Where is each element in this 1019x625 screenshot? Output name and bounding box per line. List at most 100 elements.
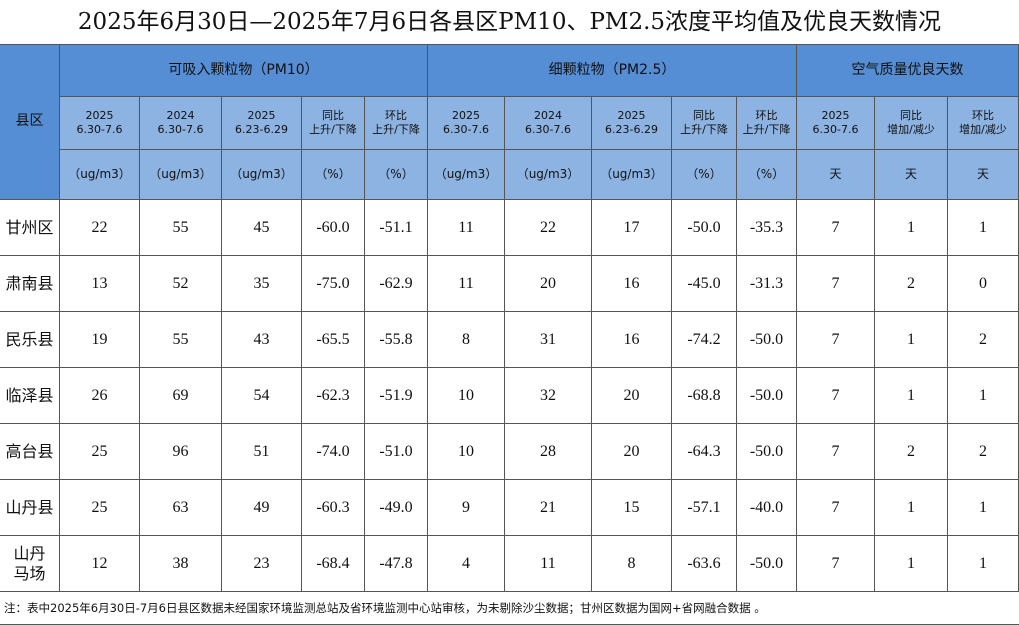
column-header-cell: 2025 6.23-6.29 <box>222 97 302 150</box>
data-value: -57.1 <box>687 498 721 516</box>
data-cell: 25 <box>60 480 140 536</box>
unit-cell: （ug/m3） <box>505 150 592 200</box>
data-cell: 8 <box>592 536 672 592</box>
data-cell: 19 <box>60 312 140 368</box>
data-value: 52 <box>172 274 189 292</box>
unit-cell: （ug/m3） <box>222 150 302 200</box>
data-value: 2 <box>907 442 915 460</box>
group-header-cell: 细颗粒物（PM2.5） <box>428 45 797 97</box>
data-cell: 22 <box>505 200 592 256</box>
column-header-line: 环比 <box>972 109 994 123</box>
region-header-cell: 县区 <box>0 45 60 200</box>
data-value: 38 <box>172 554 189 572</box>
unit-cell: （%） <box>302 150 365 200</box>
data-cell: 7 <box>797 368 875 424</box>
data-cell: -51.0 <box>365 424 428 480</box>
column-header-cell: 同比 上升/下降 <box>302 97 365 150</box>
data-value: 13 <box>91 274 108 292</box>
column-header-line: 上升/下降 <box>309 123 357 136</box>
data-cell: -74.2 <box>672 312 737 368</box>
data-cell: 20 <box>592 368 672 424</box>
region-name-cell: 临泽县 <box>0 368 60 424</box>
data-value: 2 <box>979 442 987 460</box>
data-cell: -49.0 <box>365 480 428 536</box>
data-value: -50.0 <box>687 218 721 236</box>
data-value: 49 <box>253 498 270 516</box>
data-value: 35 <box>253 274 270 292</box>
data-value: 1 <box>907 498 915 516</box>
unit-cell: 天 <box>948 150 1019 200</box>
data-value: -45.0 <box>687 274 721 292</box>
data-value: 45 <box>253 218 270 236</box>
unit-cell: （ug/m3） <box>428 150 505 200</box>
data-value: -68.8 <box>687 386 721 404</box>
region-name-cell: 肃南县 <box>0 256 60 312</box>
data-cell: 1 <box>948 200 1019 256</box>
column-header-line: 增加/减少 <box>887 123 935 136</box>
unit-cell: （ug/m3） <box>592 150 672 200</box>
data-cell: 20 <box>505 256 592 312</box>
data-value: 1 <box>979 386 987 404</box>
column-header-line: 2025 <box>85 109 114 123</box>
data-value: 1 <box>907 330 915 348</box>
data-cell: -68.4 <box>302 536 365 592</box>
data-cell: 1 <box>875 312 948 368</box>
data-cell: -50.0 <box>737 536 797 592</box>
data-value: 7 <box>831 274 840 292</box>
data-value: 1 <box>979 498 987 516</box>
region-name-cell: 山丹县 <box>0 480 60 536</box>
region-name: 甘州区 <box>5 217 54 237</box>
column-header-line: 同比 <box>900 109 922 123</box>
column-header-line: 2024 <box>166 109 195 123</box>
unit-label: 天 <box>829 167 842 181</box>
data-value: -35.3 <box>749 218 784 236</box>
data-value: -60.0 <box>316 218 350 236</box>
data-value: 19 <box>91 330 108 348</box>
column-header-cell: 2025 6.23-6.29 <box>592 97 672 150</box>
data-cell: -50.0 <box>737 368 797 424</box>
group-header: 细颗粒物（PM2.5） <box>548 61 676 78</box>
column-header-cell: 2025 6.30-7.6 <box>428 97 505 150</box>
data-cell: 1 <box>948 368 1019 424</box>
data-value: -68.4 <box>316 554 350 572</box>
data-cell: 4 <box>428 536 505 592</box>
data-cell: -65.5 <box>302 312 365 368</box>
data-cell: -50.0 <box>737 424 797 480</box>
data-cell: 11 <box>428 256 505 312</box>
data-cell: 55 <box>140 200 222 256</box>
data-value: 2 <box>979 330 987 348</box>
data-value: -55.8 <box>379 330 413 348</box>
title-cell: 2025年6月30日—2025年7月6日各县区PM10、PM2.5浓度平均值及优… <box>0 0 1019 45</box>
data-cell: 96 <box>140 424 222 480</box>
column-header-line: 环比 <box>755 109 778 123</box>
data-cell: 16 <box>592 256 672 312</box>
data-value: 17 <box>623 218 640 236</box>
data-cell: -74.0 <box>302 424 365 480</box>
data-cell: -50.0 <box>737 312 797 368</box>
unit-cell: 天 <box>875 150 948 200</box>
data-value: 1 <box>907 218 915 236</box>
data-value: -65.5 <box>316 330 350 348</box>
data-value: -50.0 <box>749 554 784 572</box>
data-cell: 1 <box>948 536 1019 592</box>
data-value: 63 <box>172 498 189 516</box>
data-cell: 2 <box>875 424 948 480</box>
data-value: 1 <box>907 386 915 404</box>
data-value: -62.3 <box>316 386 350 404</box>
unit-cell: （ug/m3） <box>140 150 222 200</box>
unit-label: （%） <box>378 167 414 181</box>
unit-label: （ug/m3） <box>434 167 498 181</box>
data-value: 16 <box>623 330 640 348</box>
column-header-cell: 2025 6.30-7.6 <box>797 97 875 150</box>
unit-label: （ug/m3） <box>600 167 663 181</box>
data-cell: 7 <box>797 200 875 256</box>
column-header-line: 上升/下降 <box>680 123 728 136</box>
data-cell: -57.1 <box>672 480 737 536</box>
data-cell: 12 <box>60 536 140 592</box>
data-value: 96 <box>172 442 189 460</box>
data-value: 1 <box>979 554 987 572</box>
data-cell: 25 <box>60 424 140 480</box>
data-cell: 49 <box>222 480 302 536</box>
data-cell: 38 <box>140 536 222 592</box>
